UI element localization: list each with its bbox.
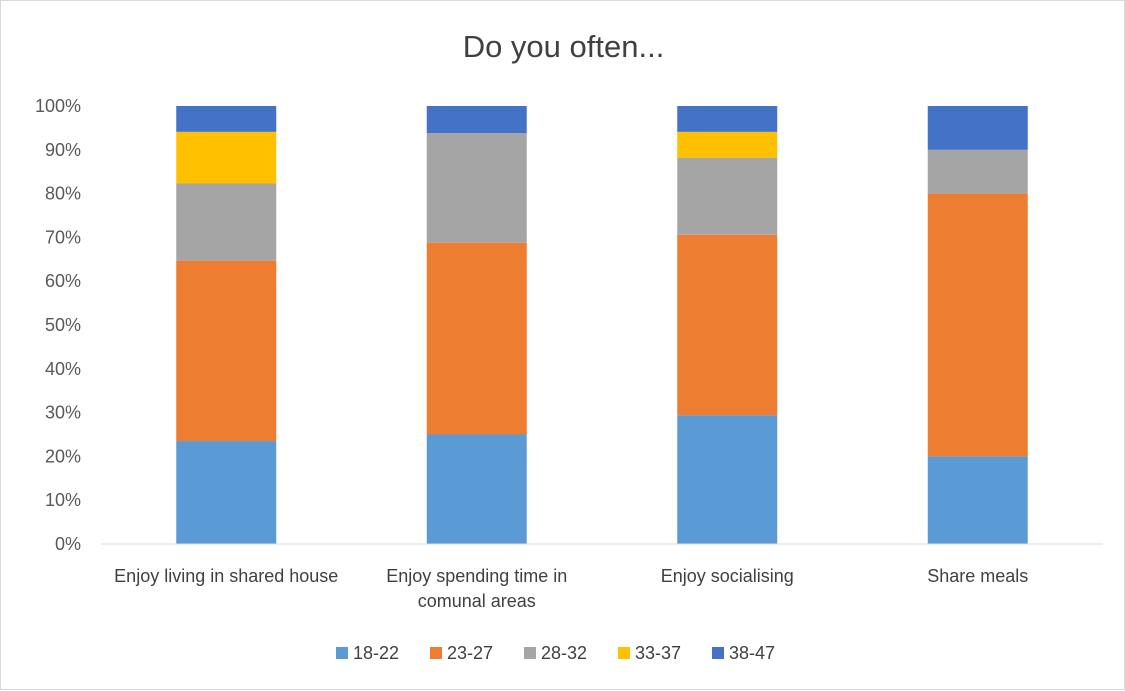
bar-segment (677, 131, 778, 158)
legend-label: 28-32 (541, 643, 587, 663)
bar-segment (426, 242, 527, 435)
y-tick-label: 20% (45, 446, 81, 466)
bar-segment (677, 157, 778, 235)
legend-label: 33-37 (635, 643, 681, 663)
bar-segment (927, 456, 1028, 544)
chart-title: Do you often... (462, 29, 665, 64)
legend-swatch (618, 647, 630, 659)
bar-segment (677, 415, 778, 544)
legend-swatch (430, 647, 442, 659)
legend-swatch (524, 647, 536, 659)
bar-segment (927, 193, 1028, 457)
y-tick-label: 80% (45, 184, 81, 204)
category-label: Enjoy socialising (661, 566, 794, 586)
legend-label: 38-47 (729, 643, 775, 663)
y-tick-label: 50% (45, 315, 81, 335)
legend: 18-22 23-27 28-32 33-37 38-47 (336, 643, 775, 663)
bar-segment (426, 133, 527, 243)
y-tick-label: 0% (55, 534, 81, 554)
bar-segment (677, 234, 778, 416)
bar-segment (176, 131, 277, 184)
bar-segment (176, 106, 277, 132)
bars (176, 106, 1028, 544)
y-tick-label: 10% (45, 490, 81, 510)
legend-label: 23-27 (447, 643, 493, 663)
y-tick-label: 70% (45, 227, 81, 247)
bar-segment (426, 434, 527, 544)
y-tick-label: 90% (45, 140, 81, 160)
bar-segment (176, 441, 277, 544)
bar-segment (176, 183, 277, 261)
y-axis-ticks: 0% 10% 20% 30% 40% 50% 60% 70% 80% 90% 100% (35, 96, 81, 554)
y-tick-label: 30% (45, 403, 81, 423)
bar-segment (426, 106, 527, 134)
bar-segment (927, 106, 1028, 150)
category-label: Share meals (927, 566, 1028, 586)
legend-label: 18-22 (353, 643, 399, 663)
category-label: Enjoy spending time in comunal areas (386, 566, 567, 611)
category-label: Enjoy living in shared house (114, 566, 338, 586)
y-tick-label: 60% (45, 271, 81, 291)
legend-swatch (336, 647, 348, 659)
bar-segment (176, 260, 277, 442)
category-labels: Enjoy living in shared house Enjoy spendi… (114, 566, 1028, 611)
legend-swatch (712, 647, 724, 659)
y-tick-label: 40% (45, 359, 81, 379)
y-tick-label: 100% (35, 96, 81, 116)
bar-segment (677, 106, 778, 132)
bar-segment (927, 149, 1028, 194)
